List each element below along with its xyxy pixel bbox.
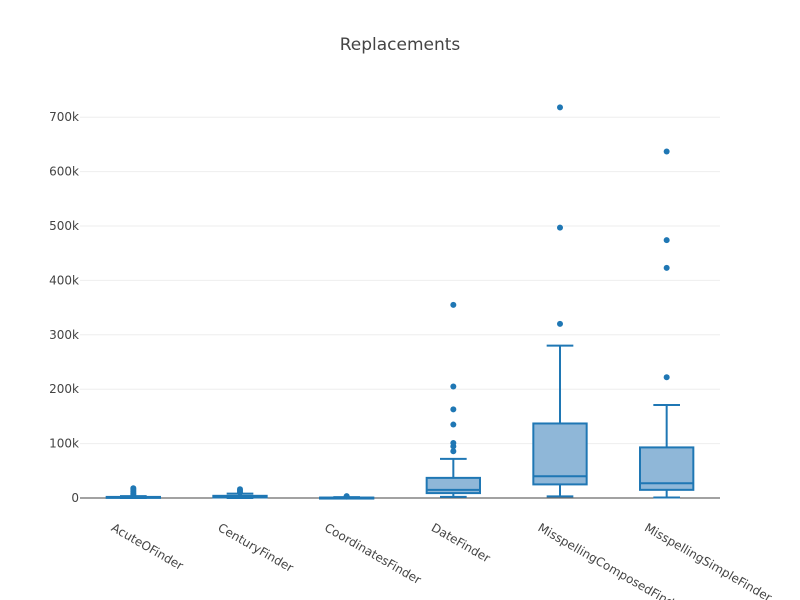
outlier-point xyxy=(663,264,670,271)
outlier-point xyxy=(450,406,457,413)
box-coordinatesfinder xyxy=(319,493,375,500)
iqr-box xyxy=(532,422,588,486)
y-tick-label: 200k xyxy=(49,382,79,396)
outlier-point xyxy=(343,493,350,500)
y-tick-label: 700k xyxy=(49,110,79,124)
outlier-point xyxy=(557,320,563,327)
outlier-point xyxy=(663,237,670,244)
outlier-point xyxy=(663,148,670,155)
outlier-point xyxy=(237,486,243,493)
x-tick-label: MisspellingSimpleFinder xyxy=(642,520,774,600)
boxes-layer xyxy=(105,104,695,500)
x-tick-label: AcuteOFinder xyxy=(109,520,186,572)
box-acuteofinder xyxy=(105,485,161,499)
outlier-point xyxy=(130,485,137,492)
outlier-point xyxy=(450,440,457,447)
outlier-point xyxy=(663,374,670,381)
outlier-point xyxy=(450,301,457,308)
box-misspellingsimplefinder xyxy=(639,148,695,499)
y-tick-label: 0 xyxy=(71,491,79,505)
grid-layer xyxy=(80,116,720,499)
box-centuryfinder xyxy=(212,486,268,499)
x-tick-label: CoordinatesFinder xyxy=(322,520,423,587)
y-tick-label: 600k xyxy=(49,165,79,179)
y-tick-label: 500k xyxy=(49,219,79,233)
chart-title: Replacements xyxy=(340,35,461,55)
outlier-point xyxy=(557,104,563,111)
y-tick-label: 100k xyxy=(49,437,79,451)
x-tick-label: DateFinder xyxy=(429,520,493,565)
outlier-point xyxy=(450,448,457,455)
y-tick-label: 300k xyxy=(49,328,79,342)
outlier-point xyxy=(557,224,563,231)
x-axis-ticks: AcuteOFinder CenturyFinder CoordinatesFind… xyxy=(109,520,774,600)
outlier-point xyxy=(450,421,457,428)
box-datefinder xyxy=(425,301,481,498)
y-tick-label: 400k xyxy=(49,273,79,287)
outlier-point xyxy=(450,383,457,390)
x-tick-label: CenturyFinder xyxy=(216,520,296,574)
box-misspellingcomposedfinder xyxy=(532,104,588,498)
y-axis-ticks: 0 100k 200k 300k 400k 500k 600k 700k xyxy=(49,110,79,505)
